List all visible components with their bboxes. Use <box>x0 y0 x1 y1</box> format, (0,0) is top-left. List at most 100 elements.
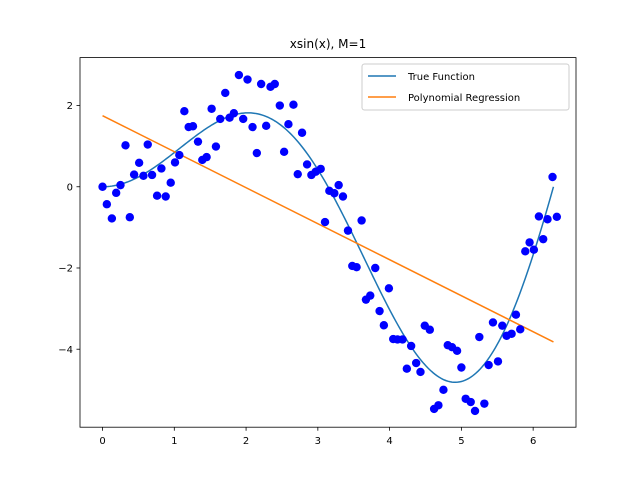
data-point <box>511 310 521 319</box>
y-tick-label: −2 <box>58 264 73 275</box>
data-point <box>166 178 175 187</box>
data-point <box>134 158 144 167</box>
y-axis: −4 −2 0 2 <box>58 101 80 356</box>
plot-frame <box>79 57 577 428</box>
data-point <box>147 170 157 180</box>
data-point <box>129 170 139 179</box>
data-point <box>239 114 248 124</box>
data-point <box>180 107 189 116</box>
data-point <box>316 164 325 174</box>
data-point <box>480 399 489 408</box>
data-point <box>452 346 462 356</box>
data-point <box>261 121 271 131</box>
data-point <box>493 357 503 366</box>
data-point <box>398 335 407 344</box>
data-point <box>371 263 380 273</box>
x-axis: 0 1 2 3 4 5 6 <box>99 427 536 447</box>
data-point <box>548 172 557 182</box>
data-point <box>498 321 507 330</box>
data-point <box>457 363 466 372</box>
data-point <box>543 215 552 224</box>
data-point <box>243 75 252 84</box>
data-point <box>484 360 493 370</box>
data-point <box>425 325 435 334</box>
data-point <box>234 70 244 80</box>
data-point <box>188 122 198 131</box>
data-point <box>248 122 257 132</box>
data-point <box>320 217 330 227</box>
data-point <box>256 79 266 89</box>
data-point <box>334 180 343 190</box>
data-point <box>539 234 548 244</box>
x-tick-label: 6 <box>530 436 536 447</box>
data-point <box>284 120 293 129</box>
data-point <box>161 192 170 201</box>
data-point <box>275 101 285 110</box>
data-point <box>406 341 416 351</box>
data-point <box>221 88 230 98</box>
data-point <box>121 141 130 150</box>
data-point <box>152 191 162 200</box>
data-point <box>98 182 107 191</box>
data-point <box>111 188 121 198</box>
data-point <box>302 160 312 169</box>
x-tick-label: 4 <box>386 436 392 447</box>
data-point <box>338 192 348 201</box>
x-tick-label: 2 <box>243 436 249 447</box>
data-point <box>229 109 239 118</box>
data-point <box>193 137 203 146</box>
data-point <box>252 148 262 158</box>
true-function-line <box>102 112 555 384</box>
x-tick-label: 1 <box>171 436 177 447</box>
data-point <box>175 150 184 160</box>
data-point <box>521 247 530 256</box>
data-point <box>330 189 339 198</box>
data-point <box>516 325 525 334</box>
data-point <box>525 238 534 247</box>
data-point <box>402 364 412 373</box>
data-point <box>143 140 152 149</box>
x-tick-label: 5 <box>458 436 464 447</box>
data-point <box>107 214 117 223</box>
data-point <box>102 200 112 209</box>
data-point <box>352 262 361 272</box>
data-point <box>379 321 389 330</box>
data-point <box>211 142 221 151</box>
legend-box <box>361 63 570 111</box>
data-point <box>529 245 539 254</box>
data-point <box>416 367 425 377</box>
data-point <box>552 212 562 222</box>
data-point <box>297 128 307 137</box>
data-point <box>116 180 125 190</box>
data-point <box>439 385 448 395</box>
data-point <box>366 291 375 300</box>
data-point <box>125 213 135 222</box>
y-tick-label: 0 <box>67 182 73 193</box>
chart-title: xsin(x), M=1 <box>290 37 366 51</box>
data-point <box>216 114 225 124</box>
data-point <box>289 100 298 109</box>
data-point <box>466 397 475 407</box>
legend-label: True Function <box>407 72 475 83</box>
data-point <box>384 284 394 293</box>
data-point <box>207 104 216 113</box>
plot-area <box>98 70 562 416</box>
data-point <box>202 152 211 162</box>
data-point <box>507 329 516 338</box>
data-point <box>270 79 279 89</box>
data-point <box>375 306 384 316</box>
data-point <box>293 169 302 179</box>
data-point <box>470 406 480 416</box>
x-tick-label: 3 <box>315 436 321 447</box>
x-tick-label: 0 <box>99 436 105 447</box>
legend: True Function Polynomial Regression <box>361 63 570 111</box>
data-point <box>279 147 289 157</box>
data-point <box>343 226 353 235</box>
data-point <box>357 216 366 225</box>
y-tick-label: 2 <box>67 101 73 112</box>
regression-line <box>102 115 554 343</box>
data-point <box>170 158 180 167</box>
data-point <box>411 358 421 368</box>
legend-label: Polynomial Regression <box>408 93 520 104</box>
